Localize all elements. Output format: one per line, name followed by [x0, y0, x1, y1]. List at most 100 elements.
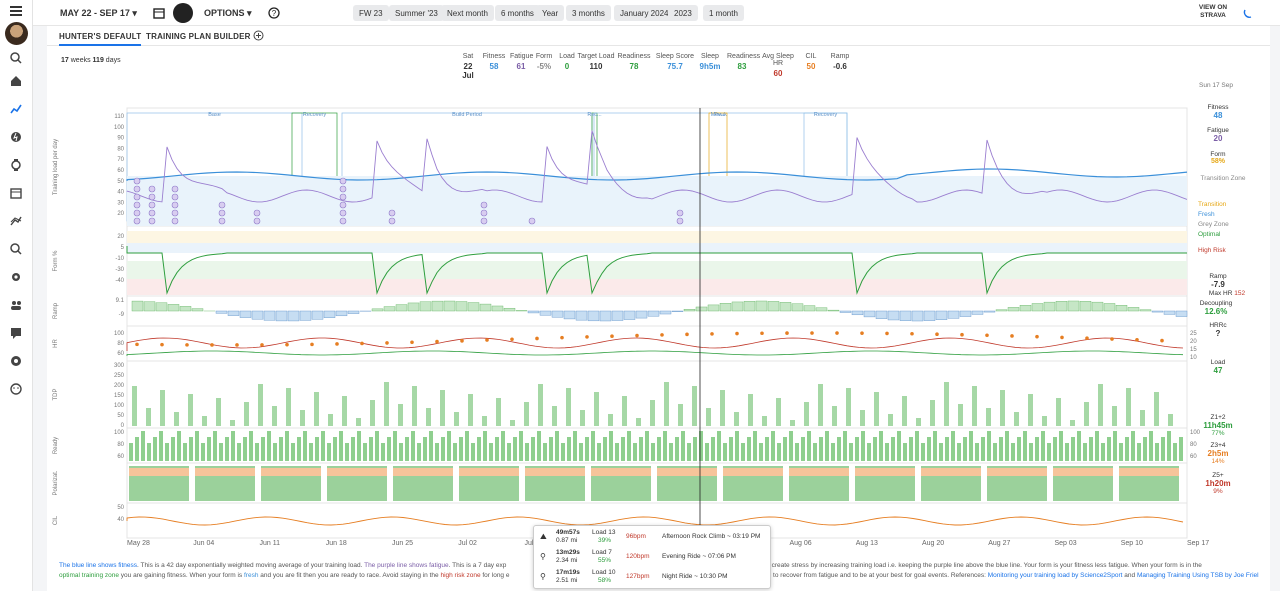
joe-friel-link[interactable]: Managing Training Using TSB by Joe Friel	[1136, 572, 1259, 579]
ready-bar	[1089, 437, 1093, 461]
ramp-bar	[707, 304, 720, 312]
tdp-bar	[538, 384, 543, 426]
ramp-bar	[815, 307, 828, 312]
tdp-bar	[986, 408, 991, 426]
activity-row[interactable]: ⚲ 17m19s 2.51 mi Load 10 58% 127bpm Night Ride…	[534, 569, 770, 589]
x-axis-tick: Jun 25	[392, 540, 414, 547]
ready-bar	[1059, 431, 1063, 461]
ready-bar	[549, 437, 553, 461]
ready-bar	[849, 443, 853, 461]
tdp-bar	[804, 402, 809, 426]
ready-bar	[645, 431, 649, 461]
hr-dot	[335, 342, 339, 346]
hr-y-tick-right: 25	[1190, 331, 1197, 337]
right-z12: Z1+2 11h45m 77%	[1193, 414, 1243, 437]
activity-row[interactable]: ⚲ 13m29s 2.34 mi Load 7 55% 120bpm Evening Rid…	[534, 549, 770, 569]
fresh-zone-link[interactable]: fresh	[244, 572, 259, 579]
range-chip[interactable]: Year	[536, 5, 565, 21]
right-form-value: 58%	[1210, 158, 1225, 165]
optimal-zone-link[interactable]: optimal training zone	[59, 572, 119, 579]
tdp-bar	[1014, 412, 1019, 426]
face-icon[interactable]	[6, 379, 26, 399]
add-tab-icon[interactable]	[253, 30, 264, 43]
range-chip[interactable]: 3 months	[566, 5, 611, 21]
stat-label: Form	[535, 53, 553, 60]
range-chip[interactable]: 6 months	[495, 5, 540, 21]
menu-icon[interactable]	[6, 1, 26, 21]
range-chip[interactable]: January 2024	[614, 5, 675, 21]
settings-gear-icon[interactable]	[6, 267, 26, 287]
activity-row[interactable]: ⛰ 49m57s 0.87 mi Load 13 39% 96bpm Afternoon R…	[534, 529, 770, 549]
range-chip[interactable]: 2023	[668, 5, 698, 21]
panel-axis-label: Form %	[53, 250, 59, 272]
right-maxhr-value: 152	[1234, 290, 1246, 297]
load-y-tick: 90	[117, 136, 124, 142]
ready-bar	[699, 431, 703, 461]
hr-dot	[135, 342, 139, 347]
ready-bar	[1155, 443, 1159, 461]
right-decoupling: Decoupling 12.6%	[1191, 300, 1241, 316]
x-axis-tick: Jul 02	[458, 540, 477, 547]
ready-bar	[351, 437, 355, 461]
hr-dot	[635, 333, 639, 338]
range-chip[interactable]: Next month	[441, 5, 494, 21]
tdp-bar	[244, 402, 249, 426]
fitness-explanation-link[interactable]: The blue line shows fitness	[59, 562, 138, 569]
polarization-bar	[657, 468, 717, 476]
view-on-strava-link[interactable]: VIEW ON STRAVA	[1198, 4, 1228, 19]
watch-icon[interactable]	[6, 155, 26, 175]
ramp-y-tick: -9	[119, 312, 125, 318]
tdp-bar	[650, 400, 655, 426]
search-icon[interactable]	[6, 48, 26, 68]
ready-bar	[621, 437, 625, 461]
tdp-bar	[944, 382, 949, 426]
date-range-selector[interactable]: MAY 22 - SEP 17 ▾	[60, 5, 137, 21]
ramp-bar	[623, 310, 636, 320]
fitness-chart-icon[interactable]	[6, 99, 26, 119]
search-activities-icon[interactable]	[6, 239, 26, 259]
trends-icon[interactable]	[6, 211, 26, 231]
ready-bar	[615, 443, 619, 461]
tdp-bar	[832, 406, 837, 426]
calendar-icon[interactable]	[6, 183, 26, 203]
range-chip[interactable]: Summer '23	[389, 5, 444, 21]
stat-value: 0	[564, 62, 570, 71]
ramp-bar	[1019, 305, 1032, 312]
polarization-bar	[1053, 468, 1113, 476]
right-fitness-label: Fitness	[1207, 104, 1229, 111]
hr-dot	[585, 335, 589, 339]
ramp-bar	[491, 305, 504, 312]
range-chip[interactable]: FW 23	[353, 5, 389, 21]
fitness-chart[interactable]: Training load per day Form % Ramp HR TDP Read…	[47, 81, 1270, 571]
tab-hunters-default[interactable]: HUNTER'S DEFAULT	[59, 32, 142, 46]
tdp-bar	[216, 398, 221, 426]
calendar-picker-icon[interactable]	[153, 5, 165, 21]
ready-y-tick-right: 80	[1190, 442, 1197, 448]
home-icon[interactable]	[6, 71, 26, 91]
range-chip[interactable]: 1 month	[703, 5, 744, 21]
activity-icon[interactable]	[6, 127, 26, 147]
avatar[interactable]	[5, 22, 28, 45]
options-menu[interactable]: OPTIONS ▾	[204, 5, 252, 21]
people-icon[interactable]	[6, 295, 26, 315]
ready-bar	[213, 431, 217, 461]
tab-training-plan-builder[interactable]: TRAINING PLAN BUILDER	[146, 32, 251, 41]
ready-bar	[1047, 443, 1051, 461]
ready-bar	[591, 431, 595, 461]
ramp-bar	[551, 310, 564, 318]
ramp-bar	[131, 300, 144, 312]
ready-bar	[909, 437, 913, 461]
discord-icon[interactable]	[6, 351, 26, 371]
fatigue-explanation-link[interactable]: The purple line shows fatigue	[364, 562, 449, 569]
ramp-bar	[287, 310, 300, 322]
help-icon[interactable]: ?	[268, 5, 280, 21]
tdp-y-tick: 200	[114, 383, 125, 389]
risk-zone-link[interactable]: high risk zone	[440, 572, 481, 579]
ready-bar	[1083, 443, 1087, 461]
chat-icon[interactable]	[6, 323, 26, 343]
profile-avatar[interactable]	[173, 3, 193, 23]
stat-label: Sat	[462, 53, 474, 60]
ramp-bar	[299, 310, 312, 321]
science2sport-link[interactable]: Monitoring your training load by Science…	[987, 572, 1123, 579]
tdp-y-tick: 50	[117, 413, 124, 419]
